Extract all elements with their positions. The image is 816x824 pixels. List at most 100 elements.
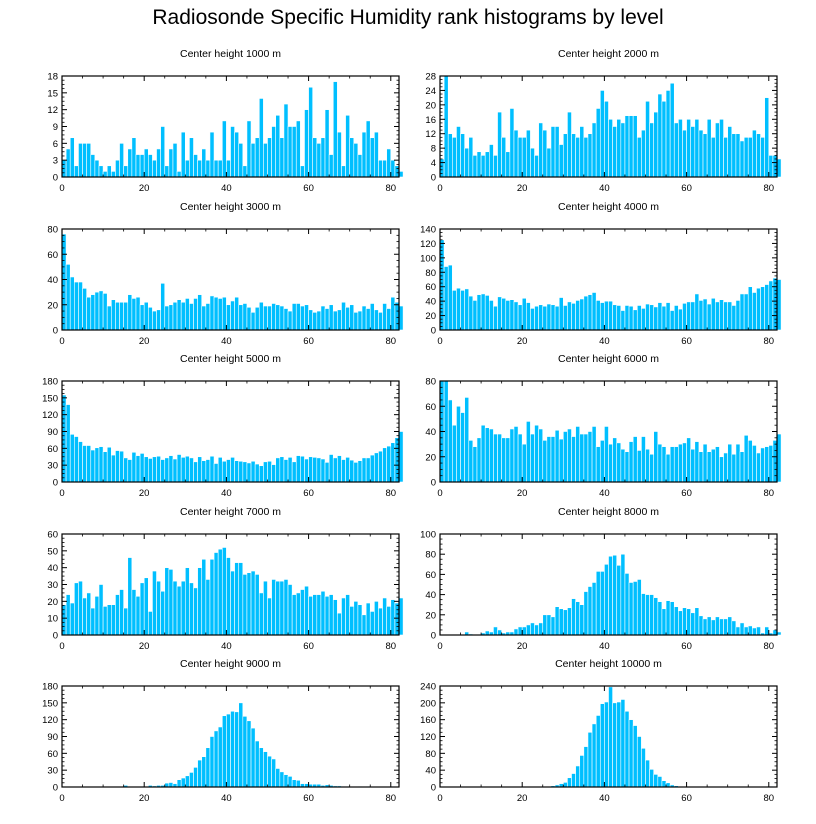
- histogram-bar: [604, 426, 609, 483]
- y-tick-label: 20: [425, 311, 436, 322]
- histogram-bar: [587, 431, 593, 483]
- histogram-bar: [160, 459, 166, 483]
- histogram-bar: [386, 148, 392, 178]
- histogram-bar: [702, 298, 708, 331]
- histogram-bar: [217, 298, 223, 331]
- histogram-bar: [616, 305, 622, 331]
- x-tick-label: 20: [517, 336, 528, 347]
- histogram-bar: [764, 626, 770, 636]
- histogram-bar: [554, 606, 560, 636]
- histogram-bar: [250, 143, 256, 178]
- histogram-bar: [661, 608, 667, 636]
- histogram-bar: [657, 443, 663, 483]
- histogram-bar: [156, 148, 161, 178]
- y-tick-label: 180: [42, 377, 58, 388]
- histogram-bar: [661, 100, 667, 178]
- histogram-bar: [382, 447, 387, 483]
- histogram-bar: [106, 305, 112, 331]
- histogram-bar: [189, 772, 194, 788]
- histogram-bar: [221, 547, 227, 636]
- histogram-bar: [669, 446, 675, 483]
- histogram-bar: [365, 308, 371, 331]
- histogram-bar: [632, 309, 638, 331]
- histogram-bar: [226, 713, 231, 788]
- histogram-bar: [386, 445, 392, 483]
- histogram-bar: [349, 304, 355, 331]
- histogram-bar: [291, 779, 297, 788]
- histogram-bar: [337, 612, 342, 636]
- histogram-bar: [669, 601, 675, 636]
- histogram-bar: [337, 455, 342, 483]
- histogram-bar: [201, 558, 207, 636]
- histogram-bar: [649, 304, 655, 331]
- y-tick-label: 0: [431, 173, 436, 184]
- histogram-bar: [628, 441, 634, 483]
- histogram-bar: [143, 148, 149, 178]
- histogram-bar: [747, 440, 753, 483]
- histogram-bar: [604, 300, 609, 331]
- histogram-bar: [258, 465, 264, 483]
- histogram-bar: [357, 604, 363, 636]
- histogram-bar: [246, 306, 252, 331]
- histogram-bar: [168, 148, 174, 178]
- y-tick-label: 60: [47, 530, 58, 541]
- histogram-bar: [542, 440, 548, 483]
- histogram-bar: [493, 155, 498, 178]
- histogram-bar: [353, 601, 359, 636]
- x-tick-label: 80: [385, 336, 396, 347]
- histogram-bar: [493, 305, 498, 331]
- histogram-bar: [686, 608, 691, 636]
- histogram-bar: [271, 579, 277, 636]
- x-tick-label: 20: [139, 793, 150, 804]
- histogram-bar: [172, 458, 178, 483]
- histogram-bar: [657, 601, 663, 636]
- histogram-bar: [382, 159, 387, 178]
- histogram-bar: [694, 607, 700, 636]
- histogram-bar: [119, 450, 124, 483]
- histogram-bar: [673, 446, 679, 483]
- histogram-bar: [641, 747, 646, 788]
- histogram-bar: [69, 137, 75, 178]
- x-tick-label: 60: [303, 488, 314, 499]
- histogram-bar: [624, 573, 630, 636]
- histogram-bar: [653, 111, 659, 178]
- histogram-bar: [238, 460, 244, 483]
- histogram-bar: [534, 624, 539, 636]
- histogram-bar: [632, 436, 638, 483]
- x-tick-label: 80: [385, 488, 396, 499]
- panel-title: Center height 6000 m: [558, 353, 659, 365]
- histogram-bar: [213, 296, 219, 331]
- panel-title: Center height 2000 m: [558, 48, 659, 60]
- histogram-bar: [698, 300, 704, 331]
- y-tick-label: 9: [53, 122, 58, 133]
- histogram-bar: [472, 155, 478, 178]
- histogram-bar: [316, 310, 322, 331]
- histogram-bar: [447, 264, 453, 331]
- histogram-bar: [193, 767, 198, 788]
- histogram-bar: [131, 589, 137, 636]
- histogram-bar: [595, 715, 601, 788]
- histogram-bar: [345, 114, 350, 178]
- histogram-bar: [143, 577, 149, 636]
- histogram-bar: [694, 441, 700, 483]
- histogram-bar: [254, 137, 260, 178]
- histogram-bar: [369, 454, 375, 483]
- histogram-bar: [620, 448, 626, 483]
- histogram-bar: [361, 305, 367, 331]
- histogram-bar: [579, 433, 585, 483]
- histogram-bar: [661, 446, 667, 483]
- histogram-bar: [332, 81, 338, 178]
- x-tick-label: 40: [221, 793, 232, 804]
- histogram-bar: [394, 165, 400, 178]
- y-tick-label: 180: [42, 682, 58, 693]
- histogram-bar: [328, 454, 334, 483]
- histogram-bar: [739, 451, 745, 483]
- histogram-bar: [250, 570, 256, 636]
- figure-title: Radiosonde Specific Humidity rank histog…: [152, 6, 664, 29]
- histogram-bar: [205, 459, 211, 483]
- x-tick-label: 0: [437, 641, 442, 652]
- histogram-bar: [156, 455, 161, 483]
- histogram-bar: [653, 306, 659, 331]
- x-tick-label: 80: [763, 793, 774, 804]
- histogram-bar: [493, 626, 498, 636]
